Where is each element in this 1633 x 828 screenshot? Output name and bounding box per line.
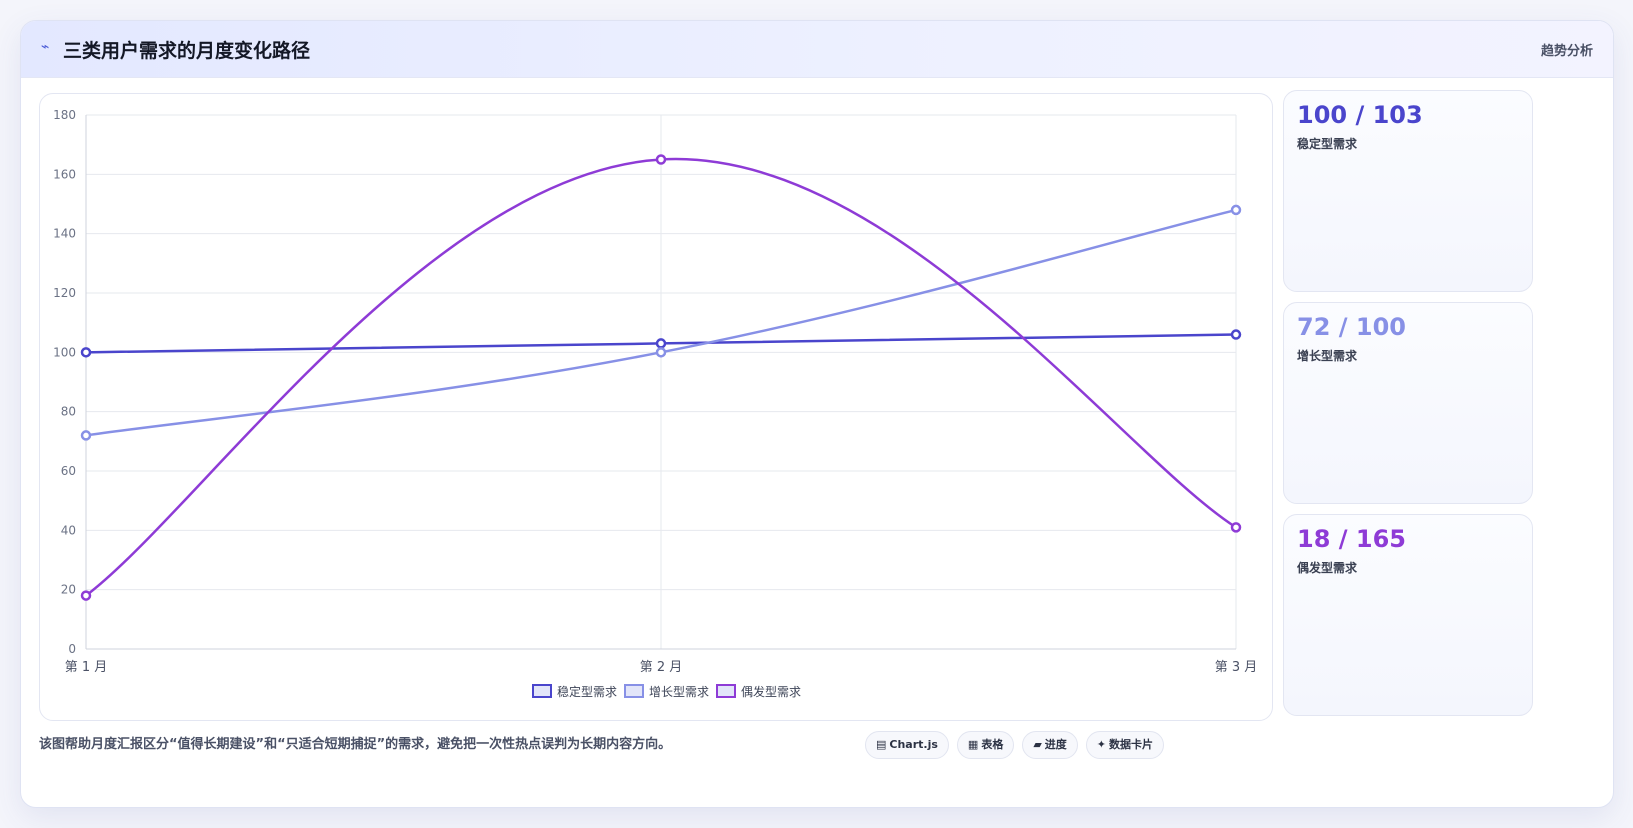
stat-card-growth: 72 / 100 增长型需求 bbox=[1283, 302, 1533, 504]
sparkle-icon: ✦ bbox=[1096, 738, 1107, 751]
data-point bbox=[1230, 522, 1242, 533]
stat-label: 偶发型需求 bbox=[1297, 561, 1358, 575]
y-tick-label: 20 bbox=[61, 583, 76, 597]
y-tick-label: 180 bbox=[53, 108, 76, 122]
pill-label: Chart.js bbox=[889, 738, 938, 751]
data-point bbox=[80, 430, 92, 441]
card-title: 三类用户需求的月度变化路径 bbox=[63, 40, 311, 62]
stat-value: 100 / 103 bbox=[1297, 101, 1423, 129]
chart-icon: ▤ bbox=[876, 738, 887, 751]
chartjs-pill[interactable]: ▤ Chart.js bbox=[865, 731, 949, 759]
x-tick-label: 第 3 月 bbox=[1215, 660, 1258, 675]
data-point bbox=[1230, 329, 1242, 340]
stat-value: 72 / 100 bbox=[1297, 313, 1406, 341]
x-tick-label: 第 2 月 bbox=[640, 660, 683, 675]
trend-analysis-tag[interactable]: 趋势分析 bbox=[1540, 44, 1593, 59]
y-tick-label: 40 bbox=[61, 523, 76, 537]
card-header: ⌁ 三类用户需求的月度变化路径 趋势分析 bbox=[21, 21, 1613, 78]
legend-swatch bbox=[716, 684, 736, 698]
data-point bbox=[80, 590, 92, 601]
legend-label: 稳定型需求 bbox=[557, 684, 617, 699]
pill-group: ▤ Chart.js ▦ 表格 ▰ 进度 ✦ 数据卡片 bbox=[865, 731, 1172, 759]
y-tick-label: 160 bbox=[53, 167, 76, 181]
y-tick-label: 0 bbox=[68, 642, 76, 656]
table-icon: ▦ bbox=[967, 738, 979, 751]
stat-label: 稳定型需求 bbox=[1297, 137, 1358, 151]
data-point bbox=[655, 154, 667, 165]
pill-label: 进度 bbox=[1044, 738, 1067, 751]
line-chart: 0 20 40 60 80 100 120 140 160 180 第 1 月 第 2 月 第 3 月稳… bbox=[53, 108, 1258, 699]
dashboard-card: ⌁ 三类用户需求的月度变化路径 趋势分析 0 20 40 60 80 100 120 140 1… bbox=[20, 20, 1614, 808]
x-tick-label: 第 1 月 bbox=[65, 660, 108, 675]
table-pill[interactable]: ▦ 表格 bbox=[956, 731, 1015, 759]
stat-label: 增长型需求 bbox=[1297, 349, 1358, 363]
stat-value: 18 / 165 bbox=[1297, 525, 1406, 553]
legend-label: 偶发型需求 bbox=[741, 684, 801, 699]
progress-pill[interactable]: ▰ 进度 bbox=[1022, 731, 1078, 759]
stat-card-sudden: 18 / 165 偶发型需求 bbox=[1283, 514, 1533, 716]
data-point bbox=[1230, 204, 1242, 216]
y-tick-label: 100 bbox=[53, 345, 76, 359]
data-point bbox=[655, 347, 667, 358]
progress-icon: ▰ bbox=[1033, 738, 1042, 751]
data-point bbox=[655, 338, 667, 349]
stat-card-stable: 100 / 103 稳定型需求 bbox=[1283, 90, 1533, 292]
data-point bbox=[80, 347, 92, 358]
legend-label: 增长型需求 bbox=[649, 685, 709, 699]
footer-description: 该图帮助月度汇报区分“值得长期建设”和“只适合短期捕捉”的需求，避免把一次性热点… bbox=[39, 737, 672, 752]
y-tick-label: 80 bbox=[61, 405, 76, 419]
data-card-pill[interactable]: ✦ 数据卡片 bbox=[1085, 731, 1165, 759]
lightning-icon: ⌁ bbox=[41, 39, 50, 55]
pill-label: 表格 bbox=[981, 738, 1004, 751]
y-tick-label: 140 bbox=[53, 227, 76, 241]
legend-swatch bbox=[532, 684, 552, 698]
chart-panel: 0 20 40 60 80 100 120 140 160 180 第 1 月 第 2 月 第 3 月稳… bbox=[39, 93, 1273, 721]
pill-label: 数据卡片 bbox=[1109, 738, 1154, 751]
y-tick-label: 120 bbox=[53, 286, 76, 300]
y-tick-label: 60 bbox=[61, 464, 76, 478]
legend-swatch bbox=[624, 684, 644, 698]
